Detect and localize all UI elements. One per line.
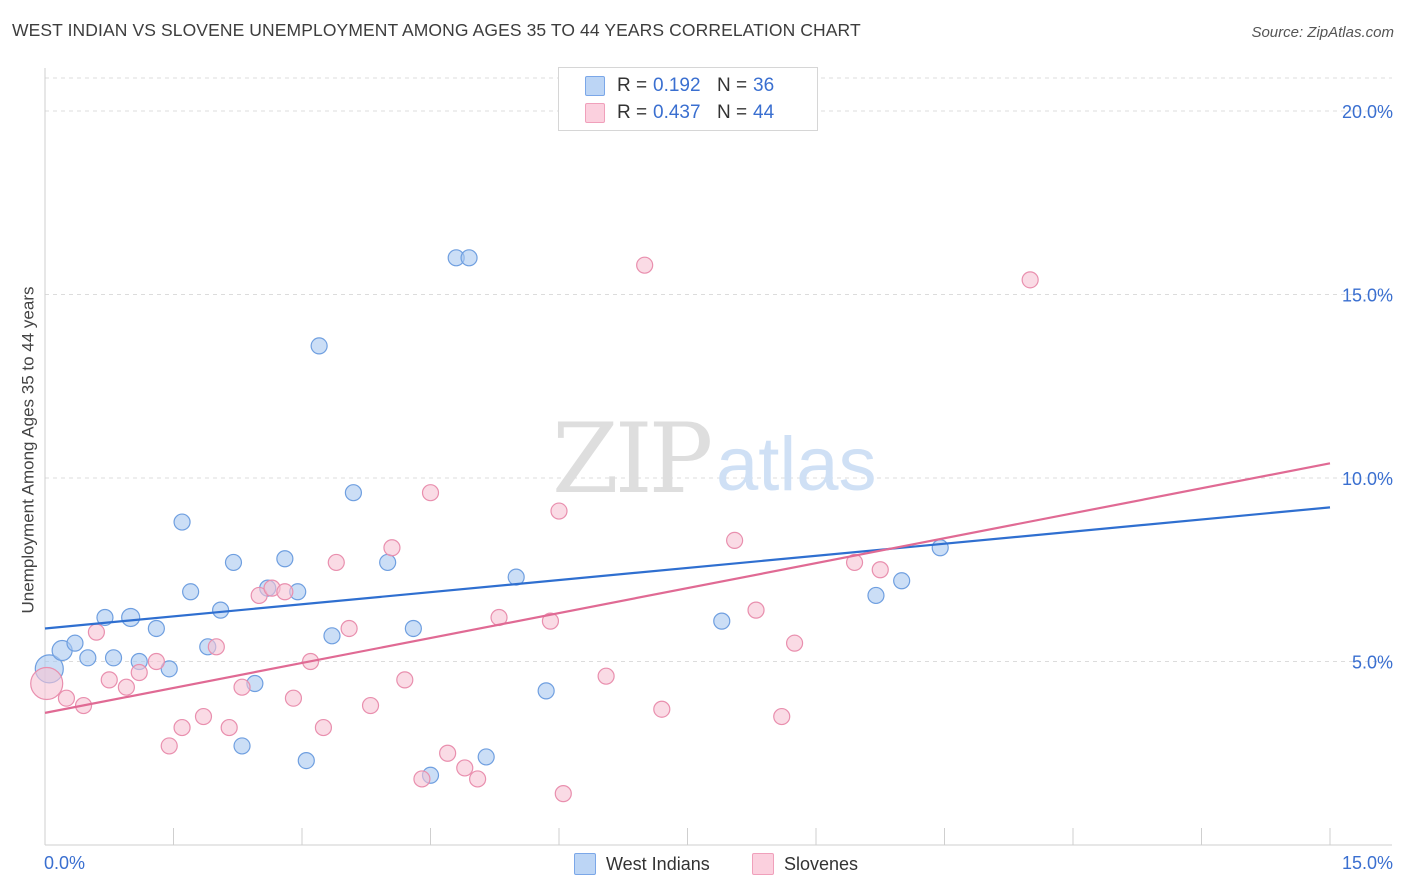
legend-label-slovenes: Slovenes (784, 853, 859, 874)
legend-swatch-pink (585, 103, 605, 123)
source-label: Source: ZipAtlas.com (1251, 24, 1394, 41)
west-indian-point (182, 583, 200, 601)
west-indian-point (323, 627, 341, 645)
legend-n-key: N = (717, 75, 748, 96)
legend-n-value: 36 (753, 75, 775, 96)
legend-swatch-pink (752, 853, 774, 875)
x-tick-label: 0.0% (44, 853, 85, 873)
slovene-point (173, 718, 191, 737)
slovene-point (160, 737, 178, 755)
watermark-zip: ZIP (552, 403, 711, 515)
slovene-point (327, 553, 345, 572)
slovene-point (554, 785, 572, 803)
west-indian-point (276, 550, 294, 568)
west-indian-point (147, 619, 165, 638)
slovene-point (207, 638, 225, 656)
west-indian-point (713, 612, 731, 630)
y-tick-label: 10.0% (1342, 469, 1393, 489)
west-indian-point (224, 553, 243, 572)
west-indian-point (460, 249, 478, 267)
legend-n-value: 44 (753, 102, 775, 123)
slovene-point (87, 623, 106, 641)
legend-swatch-blue (585, 76, 605, 96)
legend-r-value: 0.437 (653, 102, 701, 123)
slovene-point (1021, 271, 1039, 289)
y-tick-label: 20.0% (1342, 102, 1393, 122)
legend-row-west-indians: R = 0.192 N = 36 (585, 74, 775, 98)
slovene-point (541, 612, 560, 630)
slovene-point (100, 671, 118, 689)
west-indian-point (537, 682, 555, 700)
slovene-point (220, 718, 238, 737)
stats-legend: R = 0.192 N = 36 R = 0.437 N = 44 (558, 67, 818, 131)
slovene-point (147, 652, 165, 671)
slovene-point (396, 671, 414, 689)
legend-r-key: R = (617, 75, 648, 96)
legend-item-slovenes: Slovenes (752, 852, 858, 876)
slovene-point (383, 539, 401, 557)
legend-swatch-blue (574, 853, 596, 875)
legend-r-key: R = (617, 102, 648, 123)
west-indian-point (477, 748, 495, 766)
slovene-trend-line (44, 462, 1331, 714)
slovene-point (284, 689, 303, 707)
west-indian-point (160, 660, 178, 678)
legend-r-value: 0.192 (653, 75, 701, 96)
slovene-point (233, 678, 251, 696)
slovene-point (276, 583, 294, 601)
slovene-point (456, 759, 474, 777)
y-tick-label: 15.0% (1342, 286, 1393, 306)
slovene-point (314, 718, 333, 737)
slovene-point (845, 553, 864, 572)
west-indian-point (379, 553, 397, 572)
chart-title: WEST INDIAN VS SLOVENE UNEMPLOYMENT AMON… (12, 20, 861, 40)
slovene-point (130, 663, 148, 682)
legend-item-west-indians: West Indians (574, 852, 710, 876)
west-indian-point (66, 634, 84, 652)
slovene-point (871, 561, 889, 579)
watermark-atlas: atlas (716, 422, 877, 507)
slovene-point (636, 256, 654, 274)
slovene-point (30, 666, 64, 701)
slovene-point (773, 707, 791, 726)
west-indian-point (121, 607, 141, 628)
slovene-point (413, 770, 431, 788)
slovene-point (469, 770, 487, 788)
y-tick-label: 5.0% (1352, 653, 1393, 673)
slovene-point (550, 502, 568, 520)
slovene-point (57, 689, 76, 707)
legend-row-slovenes: R = 0.437 N = 44 (585, 101, 775, 125)
slovene-point (785, 634, 804, 652)
west-indian-point (931, 539, 949, 557)
west-indian-point (404, 619, 422, 638)
slovene-point (117, 678, 135, 696)
west-indian-point (79, 649, 97, 667)
slovene-point (439, 744, 457, 762)
slovene-point (747, 601, 765, 619)
legend-n-key: N = (717, 102, 748, 123)
slovene-point (250, 586, 268, 605)
slovene-point (194, 707, 213, 726)
slovene-point (653, 700, 671, 718)
x-tick-label: 15.0% (1342, 853, 1393, 873)
west-indian-trend-line (44, 506, 1331, 630)
west-indian-point (212, 601, 230, 619)
west-indian-point (893, 572, 911, 590)
slovene-point (726, 531, 744, 550)
slovene-point (421, 484, 440, 502)
legend-label-west-indians: West Indians (606, 853, 710, 874)
slovene-point (340, 619, 358, 638)
slovene-point (597, 667, 615, 685)
west-indian-point (344, 484, 362, 502)
west-indian-point (104, 649, 123, 667)
west-indian-point (173, 513, 191, 531)
slovene-point (361, 696, 380, 715)
west-indian-point (310, 337, 328, 355)
west-indian-point (867, 586, 885, 605)
west-indian-point (233, 737, 251, 755)
west-indian-point (297, 751, 315, 770)
